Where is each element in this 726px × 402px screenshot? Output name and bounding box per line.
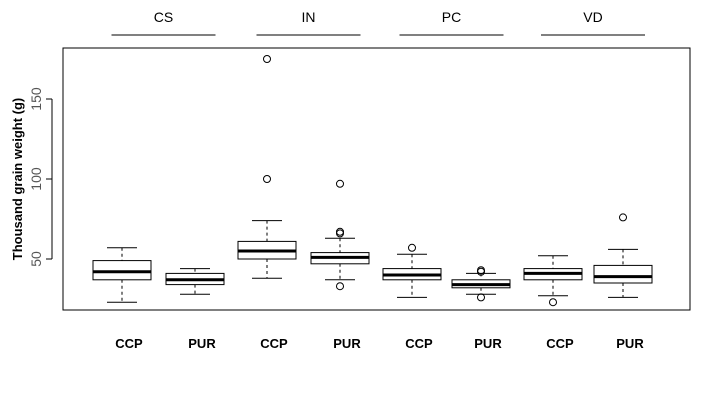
category-label: PUR [474, 336, 502, 351]
outlier-point [336, 227, 344, 236]
category-label: PUR [333, 336, 361, 351]
box-iqr [593, 264, 653, 284]
category-label: PUR [616, 336, 644, 351]
category-label: CCP [115, 336, 143, 351]
y-tick-label: 100 [28, 167, 44, 191]
box-iqr [92, 260, 152, 281]
group-headers: CS IN PC VD [111, 9, 645, 36]
box-in-pur [310, 179, 370, 291]
outlier-point [549, 298, 557, 307]
category-label: PUR [188, 336, 216, 351]
group-label: IN [302, 9, 316, 25]
box-pc-ccp [382, 243, 442, 298]
y-tick-label: 50 [28, 251, 44, 267]
outlier-point [477, 266, 485, 275]
outlier-point [477, 293, 485, 302]
category-label: CCP [260, 336, 288, 351]
category-label: CCP [405, 336, 433, 351]
outlier-point [619, 213, 627, 222]
box-cs-ccp [92, 247, 152, 303]
outlier-point [336, 229, 344, 238]
outlier-point [336, 282, 344, 291]
outlier-point [408, 243, 416, 252]
plot-frame [62, 47, 691, 311]
group-label: CS [154, 9, 173, 25]
y-tick-label: 150 [28, 87, 44, 111]
boxes [92, 55, 653, 307]
category-labels: CCP PUR CCP PUR CCP PUR CCP PUR [115, 336, 644, 351]
y-axis-ticks: 50 100 150 [28, 87, 52, 267]
y-axis-label: Thousand grain weight (g) [10, 98, 25, 261]
box-in-ccp [237, 55, 297, 279]
box-vd-ccp [523, 255, 583, 307]
box-pc-pur [451, 266, 511, 302]
box-cs-pur [165, 268, 225, 295]
outlier-point [336, 179, 344, 188]
outlier-point [263, 55, 271, 63]
group-label: VD [583, 9, 602, 25]
group-label: PC [442, 9, 461, 25]
category-label: CCP [546, 336, 574, 351]
outlier-point [263, 175, 271, 183]
box-vd-pur [593, 213, 653, 298]
